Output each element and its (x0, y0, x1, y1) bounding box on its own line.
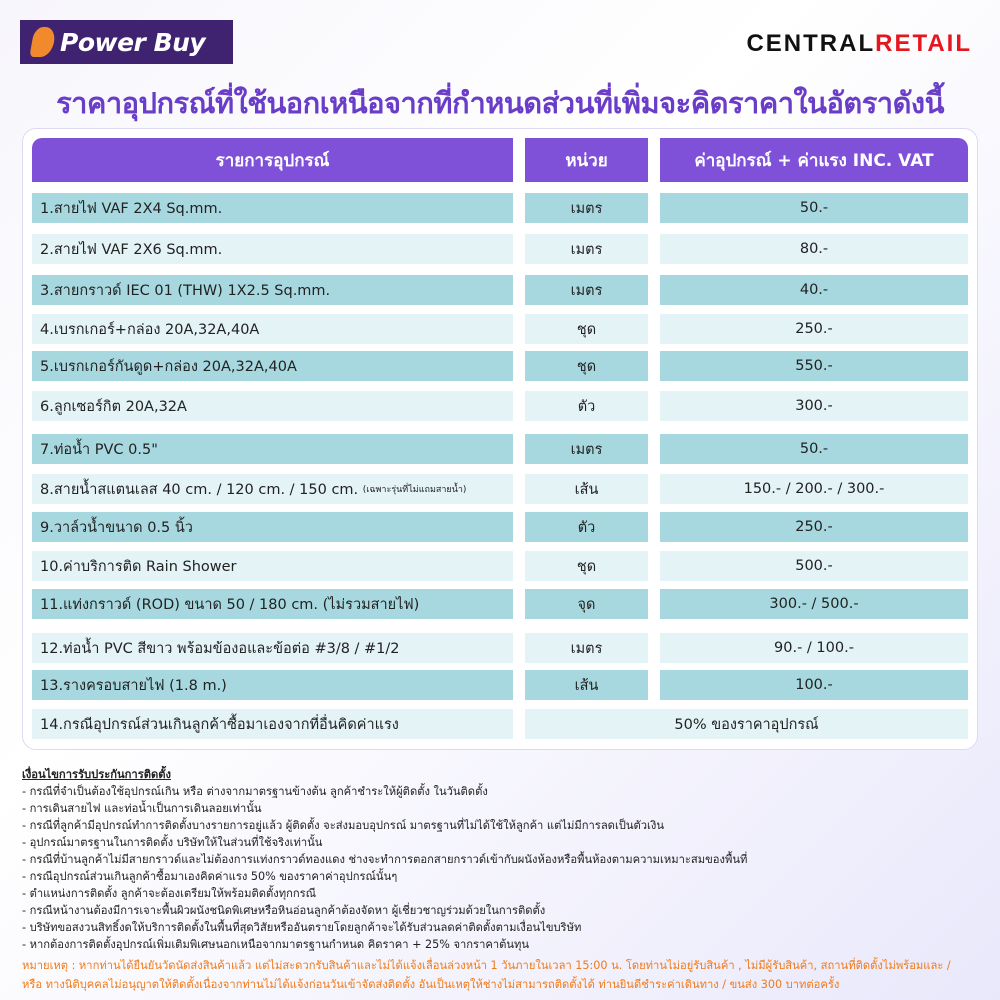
price-cell: 550.- (660, 351, 968, 381)
table-row: 12.ท่อน้ำ PVC สีขาว พร้อมข้องอและข้อต่อ … (32, 633, 968, 663)
item-text: 1.สายไฟ VAF 2X4 Sq.mm. (40, 200, 223, 217)
price-cell: 80.- (660, 234, 968, 264)
price-cell: 90.- / 100.- (660, 633, 968, 663)
condition-item: - การเดินสายไฟ และท่อน้ำเป็นการเดินลอยเท… (22, 802, 262, 815)
unit-cell: เมตร (525, 633, 648, 663)
item-cell: 14.กรณีอุปกรณ์ส่วนเกินลูกค้าซื้อมาเองจาก… (32, 709, 513, 739)
item-cell: 12.ท่อน้ำ PVC สีขาว พร้อมข้องอและข้อต่อ … (32, 633, 513, 663)
item-cell: 5.เบรกเกอร์กันดูด+กล่อง 20A,32A,40A (32, 351, 513, 381)
item-cell: 1.สายไฟ VAF 2X4 Sq.mm. (32, 193, 513, 223)
unit-cell: เมตร (525, 275, 648, 305)
condition-item: - กรณีที่ลูกค้ามีอุปกรณ์ทำการติดตั้งบางร… (22, 819, 664, 832)
item-text: 6.ลูกเซอร์กิต 20A,32A (40, 398, 187, 415)
item-cell: 6.ลูกเซอร์กิต 20A,32A (32, 391, 513, 421)
price-cell: 150.- / 200.- / 300.- (660, 474, 968, 504)
unit-cell: เส้น (525, 670, 648, 700)
item-text: 9.วาล์วน้ำขนาด 0.5 นิ้ว (40, 519, 193, 536)
table-row: 3.สายกราวด์ IEC 01 (THW) 1X2.5 Sq.mm. เมต… (32, 275, 968, 305)
unit-cell: เส้น (525, 474, 648, 504)
price-cell: 300.- / 500.- (660, 589, 968, 619)
item-text: 5.เบรกเกอร์กันดูด+กล่อง 20A,32A,40A (40, 358, 297, 375)
item-cell: 3.สายกราวด์ IEC 01 (THW) 1X2.5 Sq.mm. (32, 275, 513, 305)
price-cell: 40.- (660, 275, 968, 305)
power-buy-logo: Power Buy (20, 20, 233, 64)
price-cell: 50.- (660, 193, 968, 223)
unit-cell: เมตร (525, 234, 648, 264)
condition-item: - กรณีอุปกรณ์ส่วนเกินลูกค้าซื้อมาเองคิดค… (22, 870, 398, 883)
unit-cell: ชุด (525, 351, 648, 381)
price-cell: 250.- (660, 314, 968, 344)
merged-price-cell: 50% ของราคาอุปกรณ์ (525, 709, 968, 739)
table-row: 1.สายไฟ VAF 2X4 Sq.mm. เมตร 50.- (32, 193, 968, 223)
table-row: 8.สายน้ำสแตนเลส 40 cm. / 120 cm. / 150 c… (32, 474, 968, 504)
item-text: 4.เบรกเกอร์+กล่อง 20A,32A,40A (40, 321, 260, 338)
item-cell: 13.รางครอบสายไฟ (1.8 m.) (32, 670, 513, 700)
item-text: 10.ค่าบริการติด Rain Shower (40, 558, 237, 575)
item-cell: 8.สายน้ำสแตนเลส 40 cm. / 120 cm. / 150 c… (32, 474, 513, 504)
unit-cell: เมตร (525, 193, 648, 223)
remark: หมายเหตุ : หากท่านได้ยืนยันวัดนัดส่งสินค… (22, 956, 982, 994)
price-cell: 300.- (660, 391, 968, 421)
item-text: 2.สายไฟ VAF 2X6 Sq.mm. (40, 241, 223, 258)
item-text: 8.สายน้ำสแตนเลส 40 cm. / 120 cm. / 150 c… (40, 481, 359, 498)
header-item: รายการอุปกรณ์ (32, 138, 513, 182)
table-row: 5.เบรกเกอร์กันดูด+กล่อง 20A,32A,40A ชุด 55… (32, 351, 968, 381)
condition-item: - หากต้องการติดตั้งอุปกรณ์เพิ่มเติมพิเศษ… (22, 938, 530, 951)
table-row: 11.แท่งกราวด์ (ROD) ขนาด 50 / 180 cm. (ไ… (32, 589, 968, 619)
price-cell: 500.- (660, 551, 968, 581)
item-text: 3.สายกราวด์ IEC 01 (THW) 1X2.5 Sq.mm. (40, 282, 331, 299)
item-text: 13.รางครอบสายไฟ (1.8 m.) (40, 677, 227, 694)
power-buy-mark-icon (29, 27, 57, 57)
item-text: 7.ท่อน้ำ PVC 0.5" (40, 441, 158, 458)
condition-item: - กรณีหน้างานต้องมีการเจาะพื้นผิวผนังชนิ… (22, 904, 546, 917)
unit-cell: จุด (525, 589, 648, 619)
item-cell: 11.แท่งกราวด์ (ROD) ขนาด 50 / 180 cm. (ไ… (32, 589, 513, 619)
table-row: 9.วาล์วน้ำขนาด 0.5 นิ้ว ตัว 250.- (32, 512, 968, 542)
condition-item: - กรณีที่จำเป็นต้องใช้อุปกรณ์เกิน หรือ ต… (22, 785, 488, 798)
table-row: 6.ลูกเซอร์กิต 20A,32A ตัว 300.- (32, 391, 968, 421)
central-retail-logo: CENTRALRETAIL (746, 30, 972, 57)
table-row: 7.ท่อน้ำ PVC 0.5" เมตร 50.- (32, 434, 968, 464)
item-text: 12.ท่อน้ำ PVC สีขาว พร้อมข้องอและข้อต่อ … (40, 640, 400, 657)
unit-cell: เมตร (525, 434, 648, 464)
conditions-title: เงื่อนไขการรับประกันการติดตั้ง (22, 768, 171, 781)
item-text: 14.กรณีอุปกรณ์ส่วนเกินลูกค้าซื้อมาเองจาก… (40, 716, 399, 733)
unit-cell: ตัว (525, 512, 648, 542)
remark-line: หมายเหตุ : หากท่านได้ยืนยันวัดนัดส่งสินค… (22, 959, 951, 972)
item-text: 11.แท่งกราวด์ (ROD) ขนาด 50 / 180 cm. (ไ… (40, 596, 420, 613)
item-cell: 4.เบรกเกอร์+กล่อง 20A,32A,40A (32, 314, 513, 344)
unit-cell: ชุด (525, 314, 648, 344)
conditions: เงื่อนไขการรับประกันการติดตั้ง - กรณีที่… (22, 766, 747, 953)
table-row: 4.เบรกเกอร์+กล่อง 20A,32A,40A ชุด 250.- (32, 314, 968, 344)
header-price: ค่าอุปกรณ์ + ค่าแรง INC. VAT (660, 138, 968, 182)
item-cell: 2.สายไฟ VAF 2X6 Sq.mm. (32, 234, 513, 264)
item-cell: 10.ค่าบริการติด Rain Shower (32, 551, 513, 581)
condition-item: - บริษัทขอสงวนสิทธิ์งดให้บริการติดตั้งใน… (22, 921, 582, 934)
price-cell: 100.- (660, 670, 968, 700)
header-unit: หน่วย (525, 138, 648, 182)
page-title: ราคาอุปกรณ์ที่ใช้นอกเหนือจากที่กำหนดส่วน… (56, 86, 944, 120)
table-row: 13.รางครอบสายไฟ (1.8 m.) เส้น 100.- (32, 670, 968, 700)
table-row: 10.ค่าบริการติด Rain Shower ชุด 500.- (32, 551, 968, 581)
table-row: 2.สายไฟ VAF 2X6 Sq.mm. เมตร 80.- (32, 234, 968, 264)
condition-item: - กรณีที่บ้านลูกค้าไม่มีสายกราวด์และไม่ต… (22, 853, 748, 866)
unit-cell: ชุด (525, 551, 648, 581)
unit-cell: ตัว (525, 391, 648, 421)
remark-line: หรือ ทางนิติบุคคลไม่อนุญาตให้ติดตั้งเนื่… (22, 978, 840, 991)
item-note: (เฉพาะรุ่นที่ไม่แถมสายน้ำ) (362, 485, 467, 495)
item-cell: 7.ท่อน้ำ PVC 0.5" (32, 434, 513, 464)
condition-item: - อุปกรณ์มาตรฐานในการติดตั้ง บริษัทให้ใน… (22, 836, 323, 849)
price-cell: 50.- (660, 434, 968, 464)
price-cell: 250.- (660, 512, 968, 542)
item-cell: 9.วาล์วน้ำขนาด 0.5 นิ้ว (32, 512, 513, 542)
condition-item: - ตำแหน่งการติดตั้ง ลูกค้าจะต้องเตรียมให… (22, 887, 317, 900)
table-row: 14.กรณีอุปกรณ์ส่วนเกินลูกค้าซื้อมาเองจาก… (32, 709, 968, 739)
